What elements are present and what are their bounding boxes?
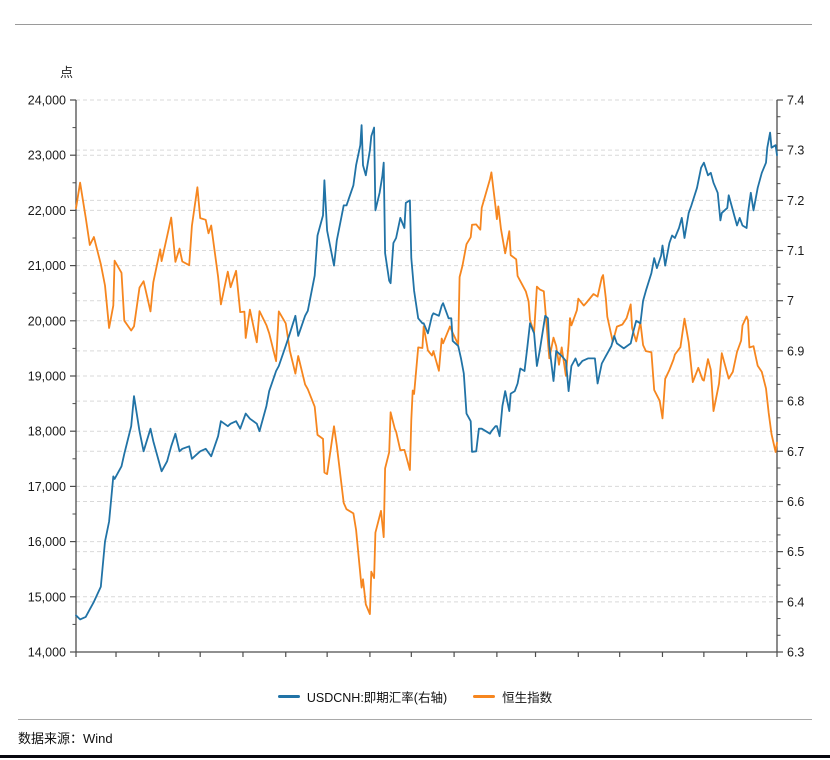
svg-text:16,000: 16,000 [28, 535, 66, 549]
legend-label-hsi: 恒生指数 [502, 691, 553, 705]
left-axis-unit-label: 点 [60, 65, 74, 80]
svg-text:21,000: 21,000 [28, 259, 66, 273]
bottom-accent-bar [0, 755, 830, 758]
hsi-line-swatch [473, 695, 496, 698]
svg-text:19,000: 19,000 [28, 370, 66, 384]
dual-axis-line-chart: 24,000 23,000 22,000 21,000 20,000 19,000 18,0… [28, 94, 805, 675]
chart-canvas: 24,000 23,000 22,000 21,000 20,000 19,000 18,0… [28, 94, 805, 675]
chart-legend: USDCNH:即期汇率(右轴) 恒生指数 [0, 687, 830, 706]
svg-text:14,000: 14,000 [28, 646, 66, 660]
svg-text:17,000: 17,000 [28, 480, 66, 494]
top-divider [15, 24, 812, 25]
svg-text:6.7: 6.7 [787, 445, 804, 459]
data-source-label: 数据来源：Wind [18, 731, 113, 746]
svg-text:6.8: 6.8 [787, 395, 804, 409]
svg-text:6.6: 6.6 [787, 495, 804, 509]
svg-text:20,000: 20,000 [28, 314, 66, 328]
svg-text:6.4: 6.4 [787, 595, 804, 609]
svg-text:7.2: 7.2 [787, 194, 804, 208]
series-line-usdcnh [75, 124, 778, 621]
legend-label-usdcnh: USDCNH:即期汇率(右轴) [306, 691, 448, 705]
svg-text:6.5: 6.5 [787, 545, 804, 559]
svg-text:6.9: 6.9 [787, 344, 804, 358]
svg-text:23,000: 23,000 [28, 149, 66, 163]
footer-divider [18, 719, 812, 720]
svg-text:7.3: 7.3 [787, 144, 804, 158]
svg-text:24,000: 24,000 [28, 94, 66, 108]
svg-text:22,000: 22,000 [28, 204, 66, 218]
svg-text:6.3: 6.3 [787, 646, 804, 660]
legend-item-hsi: 恒生指数 [473, 687, 552, 706]
svg-text:7.1: 7.1 [787, 244, 804, 258]
svg-text:7.4: 7.4 [787, 94, 804, 108]
legend-item-usdcnh: USDCNH:即期汇率(右轴) [277, 687, 448, 706]
svg-text:18,000: 18,000 [28, 425, 66, 439]
usdcnh-line-swatch [277, 695, 300, 698]
svg-text:15,000: 15,000 [28, 590, 66, 604]
svg-text:7: 7 [787, 294, 794, 308]
